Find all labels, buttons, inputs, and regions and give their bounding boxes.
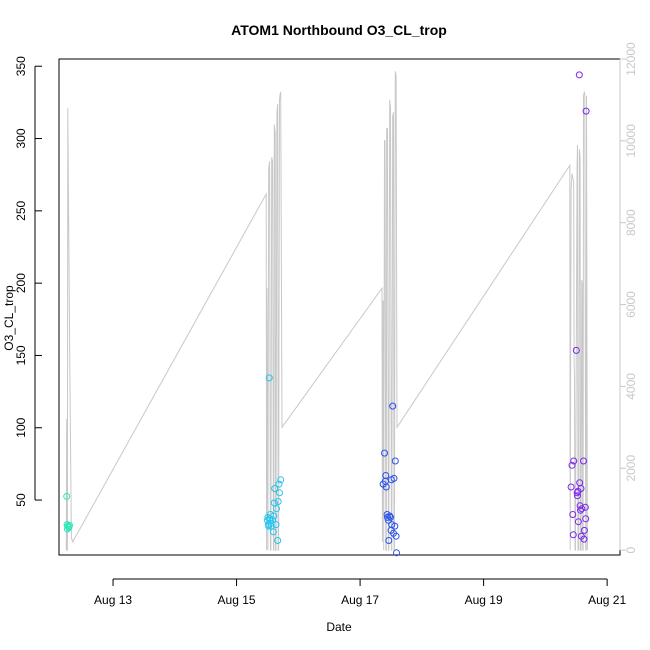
x-tick-label: Aug 17 [341, 593, 379, 607]
data-point [269, 528, 277, 536]
data-point [265, 374, 273, 382]
chart-title: ATOM1 Northbound O3_CL_trop [231, 22, 447, 38]
data-point [275, 480, 283, 488]
axes: Aug 13 Aug 15 Aug 17 Aug 19 Aug 21 50 100 150 20… [14, 42, 638, 607]
data-point [392, 532, 400, 540]
y-tick-label: 300 [14, 128, 28, 148]
y-tick-label: 200 [14, 273, 28, 293]
data-point [582, 107, 590, 115]
data-point [381, 449, 388, 457]
y-axis-label: O3_CL_trop [2, 285, 16, 351]
data-point [573, 489, 581, 497]
x-tick-label: Aug 13 [94, 593, 132, 607]
data-point [391, 457, 399, 465]
data-point [276, 489, 283, 497]
data-point [386, 512, 394, 520]
data-point [274, 537, 282, 544]
x-tick-label: Aug 21 [588, 593, 626, 607]
data-point [581, 503, 589, 511]
data-point [66, 521, 73, 529]
y2-tick-label: 4000 [624, 373, 638, 400]
x-axis-label: Date [326, 620, 352, 634]
y-tick-label: 350 [14, 56, 28, 76]
data-point [270, 499, 278, 507]
data-point [580, 535, 588, 543]
data-point [272, 521, 280, 529]
y-tick-label: 250 [14, 200, 28, 220]
data-point [568, 461, 576, 469]
y2-tick-label: 0 [624, 546, 638, 553]
data-point [391, 522, 399, 530]
data-point [387, 513, 394, 521]
data-point [582, 515, 590, 523]
y2-tick-label: 8000 [624, 209, 638, 236]
x-tick-label: Aug 19 [465, 593, 503, 607]
y2-tick-label: 10000 [624, 124, 638, 158]
x-tick-label: Aug 15 [218, 593, 256, 607]
data-point [574, 518, 582, 526]
data-point [580, 457, 587, 465]
data-point [277, 476, 285, 484]
data-point [382, 472, 390, 479]
data-point [577, 485, 585, 492]
altitude-series [65, 71, 588, 551]
y2-tick-label: 12000 [624, 42, 638, 76]
y-tick-label: 150 [14, 345, 28, 365]
data-point [572, 346, 580, 354]
data-point [580, 526, 588, 534]
data-point [385, 537, 393, 544]
data-point [393, 549, 400, 557]
y-tick-label: 50 [14, 493, 28, 507]
plot-frame [58, 58, 621, 556]
data-point [575, 71, 583, 79]
data-point [270, 512, 278, 520]
data-point [570, 457, 578, 465]
data-point [274, 498, 282, 505]
data-point [389, 402, 397, 410]
data-points [63, 71, 590, 557]
data-point [569, 511, 577, 518]
data-point [266, 511, 274, 518]
y2-tick-label: 2000 [624, 455, 638, 482]
y-tick-label: 100 [14, 417, 28, 437]
altitude-line [65, 71, 588, 551]
data-point [390, 474, 398, 482]
y2-tick-label: 6000 [624, 291, 638, 318]
data-point [273, 505, 280, 513]
data-point [269, 516, 277, 524]
data-point [63, 492, 71, 500]
data-point [574, 492, 581, 500]
data-point [271, 485, 279, 492]
data-point [578, 505, 586, 513]
data-point [569, 531, 577, 539]
data-point [567, 483, 575, 491]
data-point [382, 483, 390, 491]
